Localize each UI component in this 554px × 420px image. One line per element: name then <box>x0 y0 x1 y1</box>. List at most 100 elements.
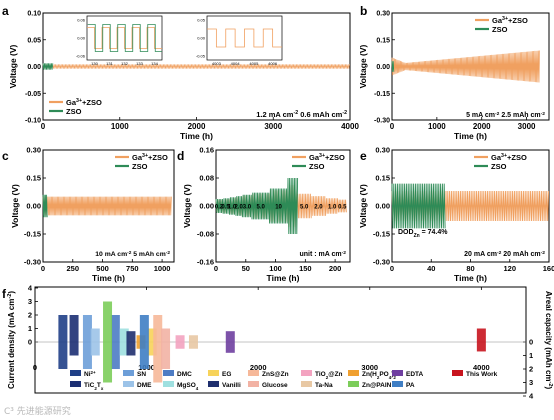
panel-a-inset-xtick-label: 4003 <box>212 61 222 66</box>
panel-f-legend-label: Zn(H2PO4)2 <box>362 371 396 380</box>
panel-a-inset-ytick-label: -0.05 <box>196 54 206 59</box>
panel-a-inset-ytick-label: 0.05 <box>197 18 206 23</box>
panel-f-bar <box>69 315 79 356</box>
panel-a-inset-xtick-label: 130 <box>91 61 98 66</box>
panel-a-inset-ga-zso-trace <box>207 28 282 48</box>
panel-a-inset-ga-zso-trace <box>87 27 162 49</box>
panel-d-rate-label: 1.0 <box>328 205 337 211</box>
panel-b-xtick-label: 3000 <box>518 122 536 131</box>
panel-letter-d: d <box>177 149 184 163</box>
panel-d-xlabel: Time (h) <box>267 273 300 283</box>
panel-f-legend-swatch <box>301 381 312 387</box>
panel-c-ytick-label: -0.30 <box>24 258 41 267</box>
panel-c-legend-label: Ga3++ZSO <box>132 153 168 162</box>
panel-f-legend-swatch <box>452 370 463 376</box>
panel-f-ylabel-left: Current density (mA cm-2) <box>7 291 16 389</box>
panel-a-series-ga-zso <box>42 64 350 69</box>
panel-a-inset-2: 0.05 0.00 -0.05 4003 4004 4005 4006 <box>196 15 283 66</box>
panel-f-bar <box>175 335 185 349</box>
panel-b-xlabel: Time (h) <box>454 131 487 141</box>
panel-d-rate-label: 0.2 <box>215 205 224 211</box>
panel-e-xtick-label: 0 <box>390 264 394 273</box>
panel-f-bar <box>139 315 149 369</box>
panel-f-bar <box>82 315 92 369</box>
panel-d-ytick-label: 0.00 <box>199 202 214 211</box>
panel-e-ytick-label: 0.15 <box>375 174 390 183</box>
panel-a-series-zso <box>42 63 54 70</box>
panel-f-legend-swatch <box>70 370 81 376</box>
panel-d-legend-label: Ga3++ZSO <box>309 153 345 162</box>
panel-c-xtick-label: 1000 <box>154 264 171 273</box>
panel-f-legend-label: This Work <box>466 371 498 378</box>
panel-b-series-ga-zso <box>391 50 540 83</box>
panel-f-legend-label: Ta-Na <box>315 382 333 389</box>
panel-f-legend-label: Vanilli <box>222 382 241 389</box>
panel-f-ytick-right-label: 1 <box>529 351 533 360</box>
panel-c-ytick-label: 0.00 <box>26 202 41 211</box>
panel-e-legend-label: Ga3++ZSO <box>491 153 527 162</box>
panel-c-series-ga-zso <box>42 196 172 216</box>
panel-f-legend-label: Glucose <box>262 382 288 389</box>
panel-e-ytick-label: 0.30 <box>375 146 390 155</box>
panel-a-inset-1: 0.06 0.00 -0.06 130 131 132 133 134 <box>76 15 163 66</box>
panel-a-annotation: 1.2 mA cm-2 0.6 mAh cm-2 <box>256 110 347 119</box>
panel-f-ytick-left-label: 2 <box>28 311 32 320</box>
panel-letter-f: f <box>2 287 7 301</box>
panel-f-legend-label: EG <box>222 371 231 378</box>
panel-a-inset-xtick-label: 132 <box>121 61 128 66</box>
panel-a-inset-xtick-label: 131 <box>106 61 113 66</box>
panel-b-ytick-label: -0.15 <box>374 91 390 98</box>
panel-a-legend-label: Ga3++ZSO <box>66 98 102 107</box>
panel-d-rate-label: 5.0 <box>300 205 309 211</box>
panel-c-ytick-label: 0.15 <box>26 174 41 183</box>
panel-a-inset-xtick-label: 4006 <box>268 61 278 66</box>
panel-e-xlabel: Time (h) <box>454 273 487 283</box>
panel-f-legend-swatch <box>248 381 259 387</box>
panel-b-series-zso <box>391 61 395 72</box>
panel-a-xlabel: Time (h) <box>180 131 213 141</box>
panel-b-xtick-label: 2000 <box>473 122 491 131</box>
panel-f-legend-swatch <box>348 381 359 387</box>
watermark: C³ 先进能源研究 <box>4 407 71 417</box>
panel-a-axes: 0 1000 2000 3000 4000 0.10 0.05 0.00 -0.05 -0.10 T… <box>8 11 359 141</box>
panel-f-legend-swatch <box>301 370 312 376</box>
panel-f-ylabel-right: Areal capacity (mAh cm-2) <box>544 291 553 390</box>
panel-d-axes: 0 50 100 150 200 0.16 0.08 0.00 -0.08 -0.16 Time (… <box>182 146 351 283</box>
panel-c-legend-label: ZSO <box>132 162 148 171</box>
panel-c-xtick-label: 500 <box>96 264 109 273</box>
panel-d-ylabel: Voltage (V) <box>182 184 192 228</box>
panel-e-xtick-label: 120 <box>503 264 516 273</box>
panel-f-ytick-right-label: 2 <box>529 365 533 374</box>
panel-d-series-zso <box>215 177 299 235</box>
panel-f-ytick-right-label: 4 <box>529 392 534 401</box>
panel-e-legend-label: ZSO <box>491 162 507 171</box>
panel-c-xtick-label: 0 <box>41 264 45 273</box>
panel-f-legend-label: PA <box>406 382 415 389</box>
panel-f-legend-swatch <box>208 381 219 387</box>
panel-f-legend-swatch <box>248 370 259 376</box>
panel-f-legend-label: SN <box>137 371 146 378</box>
panel-c-axes: 0 250 500 750 1000 0.30 0.15 0.00 -0.15 -0.30 Time… <box>10 146 175 283</box>
panel-f-legend-label: Zn@PAIN <box>362 382 392 389</box>
panel-d-ytick-label: -0.16 <box>197 258 214 267</box>
panel-e-annotation: 20 mA cm-2 20 mAh cm-2 <box>464 250 545 259</box>
panel-a-xtick-label: 4000 <box>341 122 359 131</box>
panel-a-xtick-label: 1000 <box>111 122 129 131</box>
panel-a-xtick-label: 2000 <box>188 122 206 131</box>
panel-a-xtick-label: 0 <box>41 122 46 131</box>
panel-f-legend-swatch <box>392 381 403 387</box>
panel-f-bar <box>153 315 163 383</box>
panel-a-legend-label: ZSO <box>66 107 82 116</box>
panel-c-ytick-label: 0.30 <box>26 146 41 155</box>
panel-b-xtick-label: 1000 <box>428 122 446 131</box>
panel-b-annotation: 5 mA cm-2 2.5 mAh cm-2 <box>466 111 545 120</box>
panel-c-ytick-label: -0.15 <box>24 230 41 239</box>
panel-a-xtick-label: 3000 <box>264 122 282 131</box>
panel-f-ytick-left-label: 0 <box>28 338 32 347</box>
panel-a-inset-ytick-label: 0.00 <box>197 36 206 41</box>
panel-f-bar <box>126 331 136 356</box>
panel-f-legend-label: Ni2+ <box>84 370 96 379</box>
panel-f-bar <box>225 331 235 353</box>
panel-a-ylabel: Voltage (V) <box>8 44 18 88</box>
panel-f-legend-label: DME <box>137 382 152 389</box>
